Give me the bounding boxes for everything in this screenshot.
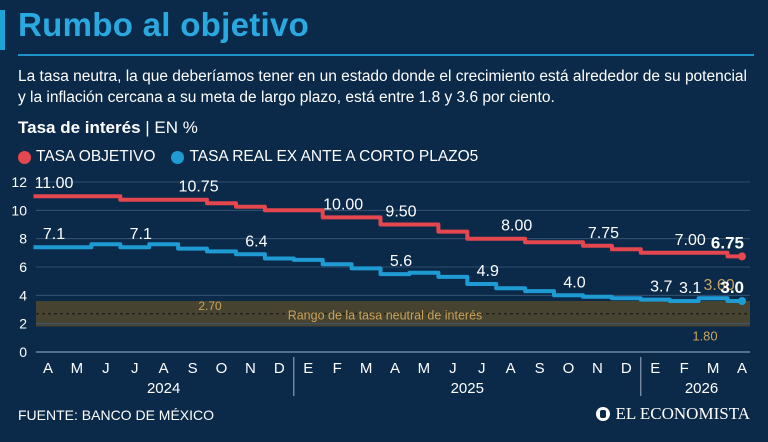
- x-tick-label: E: [303, 360, 313, 377]
- x-tick-label: J: [449, 360, 457, 377]
- source-note: FUENTE: BANCO DE MÉXICO: [18, 407, 215, 423]
- target-data-label: 8.00: [501, 218, 532, 235]
- target-data-label: 7.00: [675, 232, 706, 249]
- title-accent-bar: [0, 10, 5, 50]
- target-data-label: 10.00: [323, 196, 363, 213]
- rate-chart: 0 2 4 6 8 10 12 2.70 Rango de la tasa neutral de…: [11, 174, 750, 397]
- target-data-label: 6.75: [711, 233, 744, 252]
- neutral-band-label: Rango de la tasa neutral de interés: [288, 309, 483, 323]
- legend-dot-target: [18, 150, 31, 164]
- target-data-label: 9.50: [385, 204, 416, 221]
- x-tick-label: D: [274, 360, 285, 377]
- real-data-label: 4.9: [477, 263, 499, 280]
- rate-heading: Tasa de interés | EN %: [18, 118, 198, 138]
- legend-dot-real: [171, 150, 185, 164]
- x-tick-label: E: [650, 360, 660, 377]
- x-tick-label: J: [478, 360, 486, 377]
- legend-label-real: TASA REAL EX ANTE A CORTO PLAZO5: [189, 148, 479, 165]
- x-tick-label: N: [245, 360, 256, 377]
- neutral-mid-label: 2.70: [198, 299, 222, 313]
- brand-logo: EL ECONOMISTA: [595, 404, 750, 424]
- real-data-label: 3.1: [679, 280, 701, 297]
- x-tick-label: A: [390, 360, 400, 377]
- x-tick-label: J: [102, 360, 110, 377]
- x-tick-label: J: [131, 360, 139, 377]
- year-label: 2026: [685, 380, 718, 397]
- x-tick-label: D: [621, 360, 632, 377]
- x-tick-label: F: [680, 360, 689, 377]
- x-tick-label: M: [707, 360, 720, 377]
- page-title: Rumbo al objetivo: [18, 6, 310, 43]
- y-tick-label: 4: [19, 287, 27, 303]
- brand-name: EL ECONOMISTA: [615, 404, 750, 423]
- x-tick-label: A: [159, 360, 169, 377]
- real-data-label: 3.7: [650, 279, 672, 296]
- chart-legend: TASA OBJETIVO TASA REAL EX ANTE A CORTO …: [18, 148, 494, 166]
- title-divider: [18, 54, 754, 56]
- x-tick-label: N: [592, 360, 603, 377]
- legend-item-real: TASA REAL EX ANTE A CORTO PLAZO5: [171, 148, 478, 166]
- target-data-label: 11.00: [35, 175, 74, 192]
- x-tick-label: O: [563, 360, 575, 377]
- x-tick-label: A: [43, 360, 53, 377]
- x-tick-label: O: [216, 360, 228, 377]
- y-tick-label: 12: [11, 174, 27, 190]
- x-tick-label: S: [188, 360, 198, 377]
- y-tick-label: 8: [19, 231, 27, 247]
- legend-label-target: TASA OBJETIVO: [36, 148, 156, 165]
- chart-subtitle: La tasa neutra, la que deberíamos tener …: [18, 68, 747, 106]
- rate-heading-label: Tasa de interés: [18, 118, 141, 137]
- legend-item-target: TASA OBJETIVO: [18, 148, 155, 166]
- real-data-label: 7.1: [43, 226, 65, 243]
- real-data-label: 7.1: [130, 226, 152, 243]
- x-tick-label: A: [737, 360, 747, 377]
- year-label: 2025: [451, 380, 484, 397]
- series-real-line: [33, 242, 742, 303]
- x-tick-label: S: [535, 360, 545, 377]
- brand-icon: [595, 407, 610, 421]
- y-tick-label: 6: [19, 259, 27, 275]
- x-tick-label: F: [333, 360, 342, 377]
- target-end-dot: [738, 252, 746, 261]
- y-tick-label: 10: [11, 202, 27, 218]
- x-tick-label: M: [360, 360, 373, 377]
- series-target-line: [33, 194, 742, 259]
- rate-heading-unit: | EN %: [145, 118, 198, 137]
- x-tick-label: M: [418, 360, 431, 377]
- real-data-label: 4.0: [563, 274, 585, 291]
- neutral-low-label: 1.80: [692, 329, 717, 344]
- y-tick-label: 2: [19, 316, 27, 332]
- year-label: 2024: [147, 380, 180, 397]
- real-end-dot: [738, 297, 746, 305]
- x-tick-label: A: [506, 360, 516, 377]
- x-tick-label: M: [71, 360, 84, 377]
- target-data-label: 7.75: [588, 225, 619, 242]
- y-tick-label: 0: [19, 344, 27, 360]
- real-data-label: 5.6: [390, 253, 412, 270]
- real-data-label: 6.4: [245, 233, 267, 250]
- real-data-label: 3.0: [720, 278, 744, 297]
- target-data-label: 10.75: [179, 179, 219, 196]
- real-data-label: 3.60: [704, 277, 735, 294]
